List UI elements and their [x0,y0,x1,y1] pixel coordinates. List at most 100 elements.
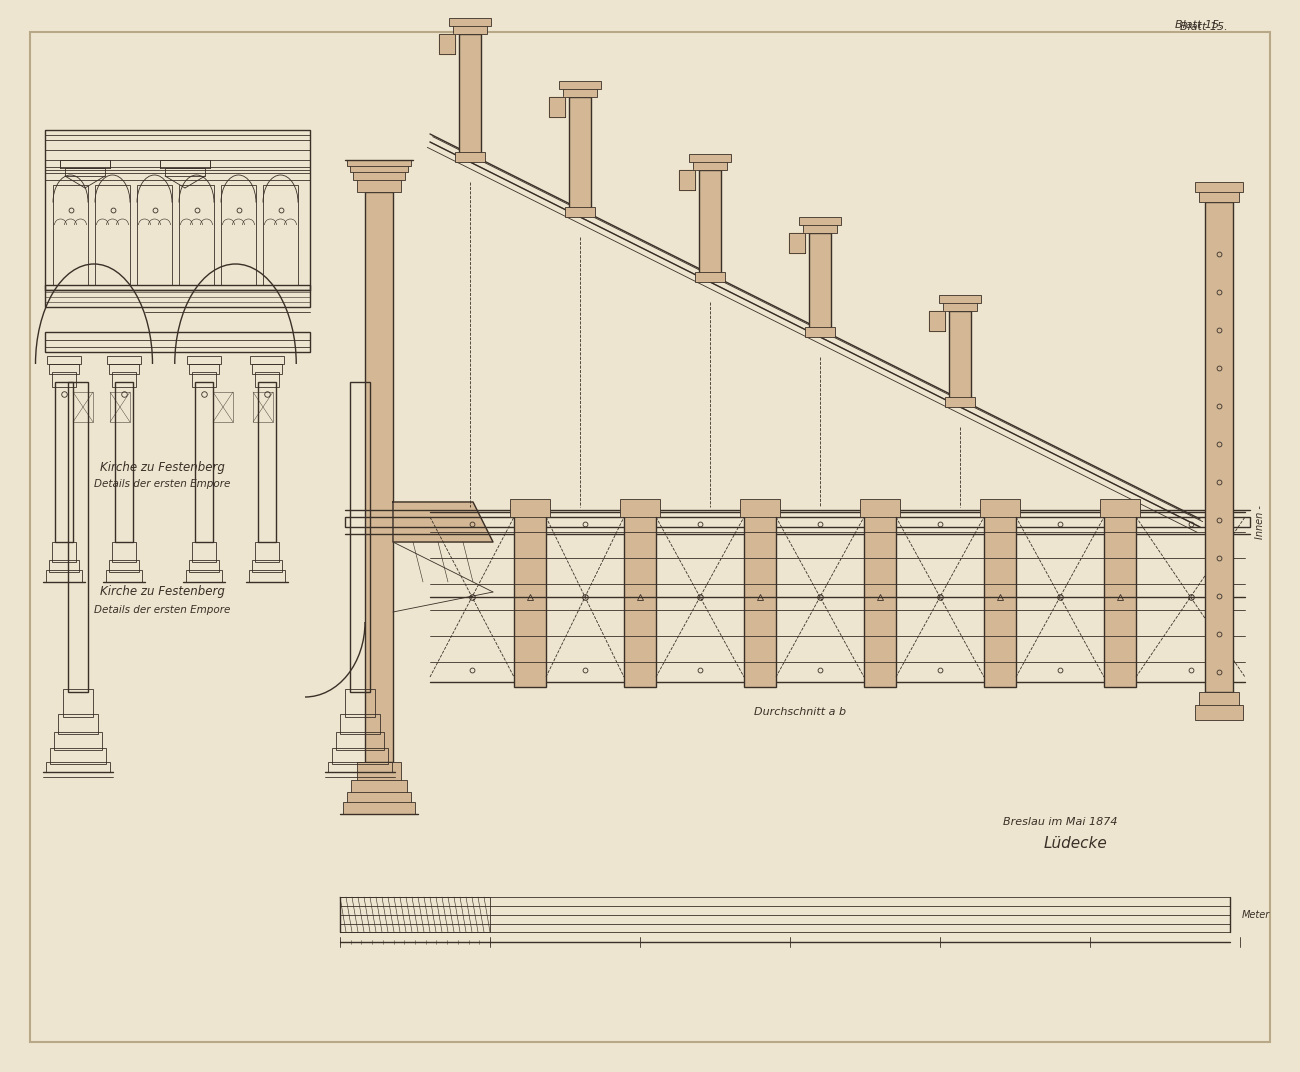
Bar [107,570,142,582]
Bar [52,372,75,387]
Bar [942,301,978,311]
Bar [1199,190,1239,202]
Bar [1104,507,1136,687]
Bar [744,507,776,687]
Bar [52,542,75,562]
Text: Breslau im Mai 1874: Breslau im Mai 1874 [1002,817,1117,827]
Text: Innen -: Innen - [1254,505,1265,539]
Bar [263,185,298,285]
Bar [328,762,393,772]
Bar [112,542,136,562]
Bar [187,356,221,364]
Bar [347,792,411,804]
Text: Blatt 15.: Blatt 15. [1180,23,1227,32]
Bar [1199,693,1239,708]
Bar [696,272,725,282]
Bar [49,560,79,572]
Bar [165,168,205,176]
Bar [350,382,370,693]
Bar [186,570,222,582]
Bar [65,168,105,176]
Bar [192,372,216,387]
Bar [68,382,88,693]
Bar [188,364,218,374]
Bar [559,81,601,89]
Bar [47,356,81,364]
Bar [55,732,101,750]
Bar [344,689,374,717]
Bar [341,897,490,932]
Bar [809,233,831,329]
Bar [46,570,82,582]
Bar [1195,182,1243,192]
Bar [257,382,276,542]
Bar [73,392,94,422]
Bar [1205,202,1232,693]
Bar [939,295,982,303]
Text: Durchschnitt a b: Durchschnitt a b [754,708,846,717]
Bar [255,372,280,387]
Bar [341,714,380,734]
Bar [510,498,550,517]
Bar [350,164,408,172]
Bar [95,185,130,285]
Bar [46,762,110,772]
Bar [1195,705,1243,720]
Bar [160,160,211,168]
Bar [114,382,133,542]
Text: Lüdecke: Lüdecke [1043,836,1106,851]
Bar [563,87,597,96]
Bar [62,689,94,717]
Bar [250,570,285,582]
Bar [46,130,309,291]
Bar [112,372,136,387]
Bar [699,170,722,274]
Bar [49,748,107,764]
Bar [335,732,384,750]
Bar [365,192,393,762]
Bar [107,356,140,364]
Bar [358,762,400,781]
Bar [49,364,79,374]
Bar [255,542,280,562]
Bar [1100,498,1140,517]
Bar [195,382,213,542]
Bar [984,507,1017,687]
Text: Kirche zu Festenberg: Kirche zu Festenberg [100,585,225,598]
Bar [693,160,727,170]
Bar [803,223,837,233]
Polygon shape [549,96,566,117]
Bar [949,311,971,399]
Bar [945,397,975,407]
Bar [332,748,387,764]
Bar [213,392,233,422]
Text: Details der ersten Empore: Details der ersten Empore [94,605,230,615]
Bar [46,285,309,307]
Polygon shape [789,233,805,253]
Bar [861,498,900,517]
Bar [455,152,485,162]
Text: Kirche zu Festenberg: Kirche zu Festenberg [100,461,225,474]
Bar [250,356,283,364]
Bar [354,170,406,180]
Bar [569,96,592,209]
Bar [358,178,400,192]
Bar [221,185,256,285]
Polygon shape [439,34,455,54]
Polygon shape [393,502,493,542]
Bar [351,780,407,794]
Bar [566,207,595,217]
Bar [46,332,309,352]
Bar [53,185,88,285]
Bar [980,498,1021,517]
Bar [252,560,282,572]
Polygon shape [930,311,945,331]
Bar [864,507,896,687]
Bar [109,560,139,572]
Bar [800,217,841,225]
Bar [452,24,488,34]
Bar [459,34,481,154]
Bar [179,185,214,285]
Text: Details der ersten Empore: Details der ersten Empore [94,479,230,489]
Bar [58,714,98,734]
